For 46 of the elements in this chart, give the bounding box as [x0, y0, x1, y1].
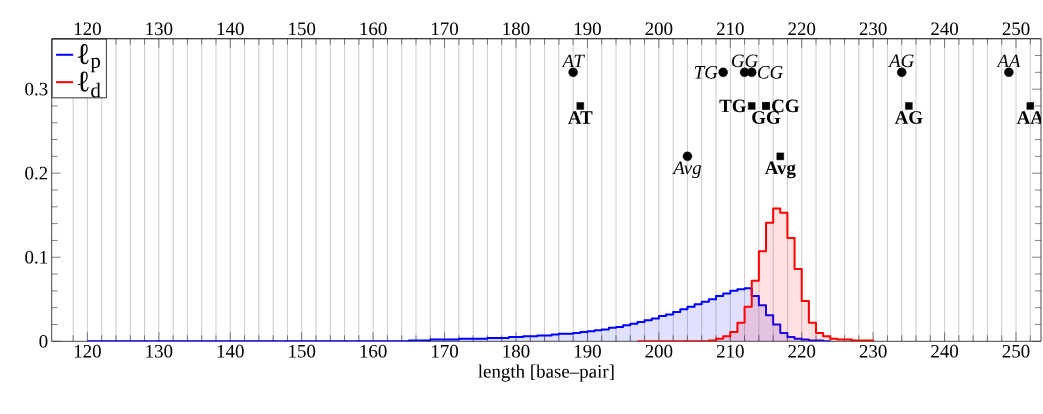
- x-tick-label: 240: [931, 22, 959, 36]
- data-label: TG: [694, 65, 718, 79]
- x2-tick-label: 130: [146, 344, 173, 358]
- x-tick-label: 190: [574, 22, 601, 36]
- y-tick-label: 0.3: [25, 82, 48, 96]
- x2-tick-label: 240: [931, 344, 959, 358]
- data-label: TG: [719, 99, 746, 113]
- data-label: GG: [731, 54, 758, 68]
- x2-tick-label: 250: [1002, 344, 1030, 358]
- x2-tick-label: 180: [503, 344, 530, 358]
- data-label: Avg: [764, 161, 796, 179]
- data-label: AT: [561, 54, 585, 68]
- data-label: AG: [888, 54, 914, 68]
- x2-tick-label: 170: [432, 344, 459, 358]
- data-label: AA: [996, 54, 1021, 68]
- y-tick-label: 0.2: [25, 166, 48, 180]
- x-tick-label: 250: [1002, 22, 1030, 36]
- x2-tick-label: 220: [788, 344, 816, 358]
- x-tick-label: 160: [360, 22, 387, 36]
- x2-tick-label: 140: [217, 344, 244, 358]
- data-label: CG: [757, 65, 783, 79]
- data-label: AG: [894, 111, 923, 124]
- x2-tick-label: 230: [859, 344, 887, 358]
- x-tick-label: 230: [859, 22, 887, 36]
- x-tick-label: 170: [432, 22, 459, 36]
- x-tick-label: 210: [716, 22, 744, 36]
- x-axis-title: length [base–pair]: [478, 364, 614, 382]
- y-tick-label: 0: [39, 334, 48, 348]
- x-tick-label: 180: [503, 22, 530, 36]
- x2-tick-label: 190: [574, 344, 601, 358]
- data-label: Avg: [672, 161, 702, 179]
- x-tick-label: 200: [645, 22, 673, 36]
- x2-tick-label: 210: [716, 344, 744, 358]
- x-tick-label: 140: [217, 22, 244, 36]
- data-label: AT: [568, 111, 593, 124]
- x2-tick-label: 160: [360, 344, 387, 358]
- x-tick-label: 120: [74, 22, 101, 36]
- x2-tick-label: 200: [645, 344, 673, 358]
- y-tick-label: 0.1: [25, 250, 48, 264]
- data-label: CG: [772, 99, 800, 113]
- data-label: GG: [752, 111, 781, 124]
- x-tick-label: 130: [146, 22, 173, 36]
- x-tick-label: 220: [788, 22, 816, 36]
- x2-tick-label: 150: [289, 344, 316, 358]
- x2-tick-label: 120: [74, 344, 101, 358]
- x-tick-label: 150: [289, 22, 316, 36]
